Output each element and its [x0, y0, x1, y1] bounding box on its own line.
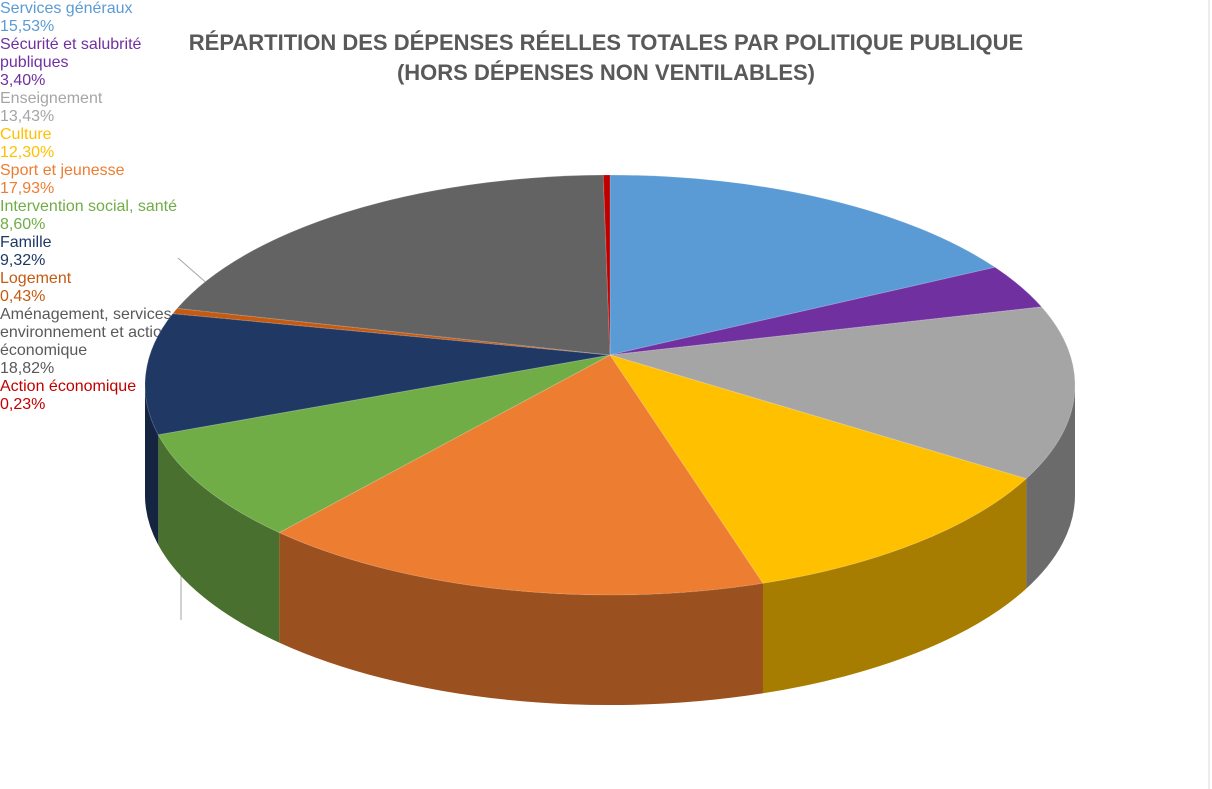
slice [609, 174, 997, 356]
slice [609, 266, 1043, 356]
slice [609, 306, 1076, 480]
data-label: Logement 0,43% [0, 270, 1212, 306]
chart-subtitle: (HORS DÉPENSES NON VENTILABLES) [396, 60, 816, 85]
slice [608, 354, 1028, 584]
slice-side [145, 385, 159, 545]
label-value: 17,93% [0, 180, 55, 197]
slice [602, 174, 611, 356]
data-label: Intervention social, santé 8,60% [0, 198, 1212, 234]
label-value: 13,43% [0, 108, 55, 125]
slice [278, 354, 764, 596]
slice [176, 174, 611, 356]
label-value: 3,40% [0, 72, 46, 89]
slice-side [158, 434, 280, 643]
chart-title: RÉPARTITION DES DÉPENSES RÉELLES TOTALES… [188, 30, 1024, 55]
slice-side [1026, 385, 1075, 589]
label-category: Intervention social, santé [0, 198, 177, 215]
slice-side-shade [279, 532, 763, 706]
data-label: Sport et jeunesse 17,93% [0, 162, 1212, 198]
label-category: Sport et jeunesse [0, 162, 125, 179]
label-value: 18,82% [0, 360, 55, 377]
label-value: 8,60% [0, 216, 46, 233]
data-label: Sécurité et salubrité publiques 3,40% [0, 36, 200, 90]
label-category: Enseignement [0, 90, 103, 107]
slice-side-shade [158, 434, 280, 643]
label-category: Services généraux [0, 0, 133, 17]
label-category: Culture [0, 126, 52, 143]
slice-side-shade [762, 478, 1027, 694]
data-label: Services généraux 15,53% [0, 0, 1212, 36]
slice [171, 307, 611, 356]
label-category: Action économique [0, 378, 137, 395]
label-value: 0,43% [0, 288, 46, 305]
slice-side [762, 478, 1027, 694]
data-label: Enseignement 13,43% [0, 90, 1212, 126]
label-value: 15,53% [0, 18, 55, 35]
slice [144, 313, 611, 436]
data-label: Famille 9,32% [0, 234, 1212, 270]
label-category: Famille [0, 234, 52, 251]
slice-side-shade [1026, 385, 1075, 589]
label-category: Logement [0, 270, 72, 287]
label-value: 9,32% [0, 252, 46, 269]
data-label: Action économique 0,23% [0, 378, 1212, 414]
label-value: 12,30% [0, 144, 55, 161]
slice-side-shade [145, 385, 159, 545]
slice-side [279, 532, 763, 706]
leader-line [177, 257, 211, 287]
data-label: Culture 12,30% [0, 126, 1212, 162]
label-value: 0,23% [0, 396, 46, 413]
slice [157, 354, 611, 534]
label-category: Sécurité et salubrité publiques [0, 36, 142, 71]
